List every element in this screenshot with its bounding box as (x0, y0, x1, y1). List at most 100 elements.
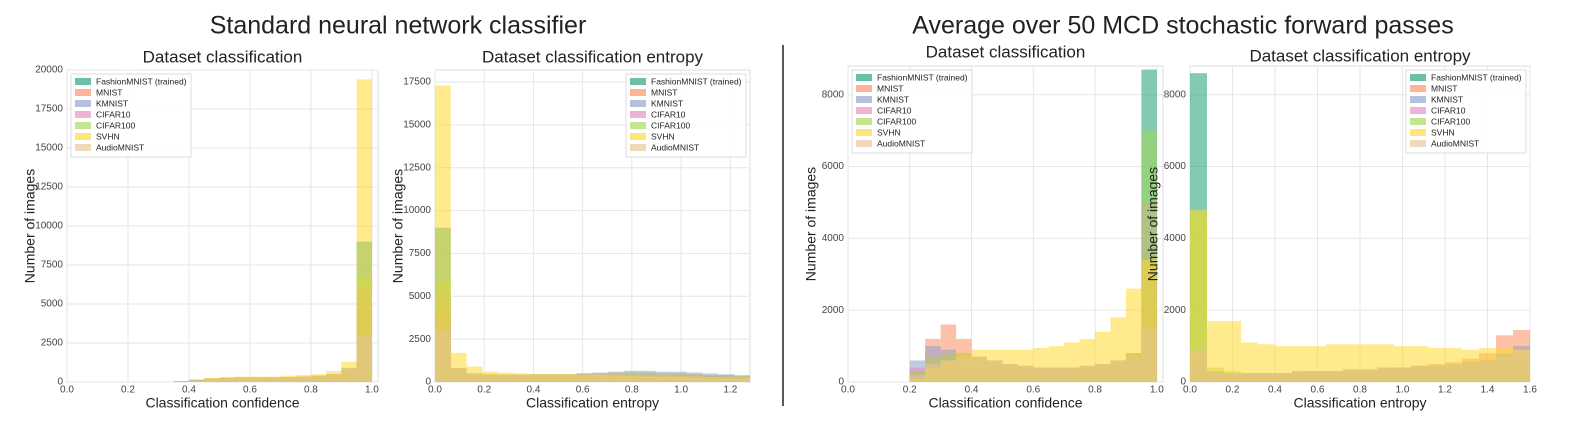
legend-swatch (75, 122, 91, 129)
legend-label: CIFAR100 (651, 120, 690, 130)
histogram-bar (561, 375, 577, 382)
legend-label: MNIST (1431, 83, 1457, 93)
x-tick-label: 0.4 (182, 385, 196, 396)
x-axis-label: Classification entropy (1293, 395, 1426, 411)
legend-label: KMNIST (651, 98, 683, 108)
histogram-bar (624, 375, 640, 382)
legend-swatch (856, 129, 872, 136)
y-tick-label: 12500 (403, 162, 431, 173)
histogram-bar (1110, 360, 1126, 382)
histogram-bar (1207, 371, 1224, 382)
legend-label: KMNIST (96, 98, 128, 108)
x-tick-label: 0.6 (576, 385, 590, 396)
histogram-bar (1241, 342, 1258, 382)
legend-swatch (856, 118, 872, 125)
histogram-bar (435, 330, 451, 382)
x-tick-label: 0.4 (965, 385, 979, 396)
x-tick-label: 1.2 (1438, 385, 1452, 396)
y-tick-label: 6000 (1164, 161, 1187, 172)
legend-label: SVHN (1431, 127, 1455, 137)
histogram-bar (1394, 367, 1411, 382)
x-tick-label: 0.0 (1183, 385, 1197, 396)
histogram-bar (718, 376, 735, 382)
y-axis-label: Number of images (1145, 167, 1161, 281)
x-tick-label: 0.2 (477, 385, 491, 396)
legend-label: SVHN (651, 131, 675, 141)
histogram-bar (925, 364, 941, 382)
y-tick-label: 2500 (409, 334, 432, 345)
y-tick-label: 0 (838, 377, 844, 388)
legend-swatch (75, 144, 91, 151)
histogram-bar (639, 375, 656, 382)
histogram-bar (513, 375, 530, 382)
legend-swatch (630, 89, 646, 96)
legend-swatch (856, 96, 872, 103)
x-tick-label: 1.0 (1396, 385, 1410, 396)
histogram-bar (1258, 373, 1275, 382)
y-tick-label: 6000 (822, 161, 845, 172)
y-tick-label: 4000 (1164, 233, 1187, 244)
histogram-bar (1207, 320, 1224, 382)
x-tick-label: 0.6 (1311, 385, 1325, 396)
histogram-bar (1141, 328, 1157, 382)
chart-title: Dataset classification entropy (482, 47, 704, 66)
x-tick-label: 1.0 (1150, 385, 1164, 396)
legend-label: CIFAR100 (1431, 116, 1470, 126)
histogram-bar (1002, 364, 1018, 382)
histogram-bar (671, 376, 687, 382)
chart-title: Dataset classification (143, 47, 303, 66)
legend-swatch (75, 78, 91, 85)
histogram-bar (173, 381, 189, 382)
x-tick-label: 0.0 (841, 385, 855, 396)
y-tick-label: 2500 (41, 338, 64, 349)
histogram-bar (1241, 373, 1258, 382)
histogram-bar (265, 377, 281, 382)
y-tick-label: 7500 (41, 260, 64, 271)
histogram-bar (1079, 365, 1096, 382)
histogram-bar (1190, 209, 1207, 382)
legend-label: AudioMNIST (96, 142, 144, 152)
x-tick-label: 0.6 (243, 385, 257, 396)
legend-swatch (630, 111, 646, 118)
legend-label: CIFAR100 (877, 116, 916, 126)
histogram-bar (1064, 367, 1080, 382)
y-tick-label: 8000 (1164, 89, 1187, 100)
x-tick-label: 0.4 (1268, 385, 1282, 396)
histogram-bar (1017, 365, 1034, 382)
histogram-bar (986, 360, 1003, 382)
legend-swatch (856, 107, 872, 114)
legend-label: SVHN (96, 131, 120, 141)
histogram-bar (702, 376, 719, 382)
x-tick-label: 1.0 (365, 385, 379, 396)
legend-label: SVHN (877, 127, 901, 137)
legend-label: CIFAR100 (96, 120, 135, 130)
histogram-bar (1190, 349, 1207, 382)
x-tick-label: 0.8 (1088, 385, 1102, 396)
y-tick-label: 20000 (35, 65, 63, 76)
histogram-bar (356, 79, 372, 383)
x-axis-label: Classification confidence (928, 395, 1082, 411)
y-axis-label: Number of images (803, 167, 819, 281)
histogram-bar (466, 373, 483, 382)
legend-label: MNIST (96, 87, 122, 97)
histogram-bar (1033, 367, 1049, 382)
histogram-bar (1258, 344, 1275, 382)
histogram-bar (1360, 369, 1377, 382)
histogram-bar (341, 367, 357, 382)
y-tick-label: 12500 (35, 182, 63, 193)
legend-label: CIFAR10 (96, 109, 131, 119)
legend-label: FashionMNIST (trained) (651, 76, 742, 86)
histogram-bar (592, 374, 609, 382)
x-tick-label: 0.8 (625, 385, 639, 396)
histogram-bar (1411, 365, 1428, 382)
legend-swatch (630, 78, 646, 85)
y-tick-label: 0 (1180, 377, 1186, 388)
legend-label: KMNIST (1431, 94, 1463, 104)
legend-label: AudioMNIST (1431, 138, 1479, 148)
x-tick-label: 0.2 (903, 385, 917, 396)
legend-label: CIFAR10 (877, 105, 912, 115)
histogram-bar (1513, 349, 1530, 382)
histogram-bar (1275, 373, 1292, 382)
chart-title: Dataset classification entropy (1249, 46, 1471, 65)
